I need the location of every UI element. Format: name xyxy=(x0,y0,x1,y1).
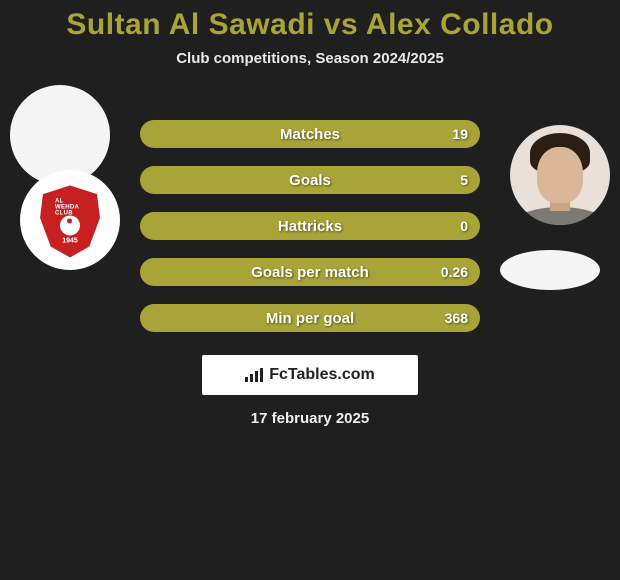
stat-label: Goals xyxy=(289,172,331,189)
stat-value-right: 0.26 xyxy=(441,264,468,280)
brand-text: FcTables.com xyxy=(269,366,375,384)
bar-chart-icon xyxy=(245,368,263,382)
brand-badge[interactable]: FcTables.com xyxy=(202,355,418,395)
stat-row-matches: Matches 19 xyxy=(140,120,480,148)
stat-label: Goals per match xyxy=(251,264,369,281)
stat-label: Matches xyxy=(280,126,340,143)
shield-icon: AL WEHDA CLUB 1945 xyxy=(40,185,100,257)
stat-row-min-per-goal: Min per goal 368 xyxy=(140,304,480,332)
player-left-club-badge: AL WEHDA CLUB 1945 xyxy=(20,170,120,270)
player-right-avatar xyxy=(510,125,610,225)
ball-icon xyxy=(60,216,80,236)
stat-value-right: 0 xyxy=(460,218,468,234)
stat-row-goals-per-match: Goals per match 0.26 xyxy=(140,258,480,286)
stat-value-right: 368 xyxy=(445,310,468,326)
stat-value-right: 19 xyxy=(452,126,468,142)
stats-list: Matches 19 Goals 5 Hattricks 0 Goals per… xyxy=(140,120,480,332)
badge-year: 1945 xyxy=(62,237,78,244)
badge-club-name: AL WEHDA CLUB xyxy=(55,198,85,216)
stat-value-right: 5 xyxy=(460,172,468,188)
stat-row-hattricks: Hattricks 0 xyxy=(140,212,480,240)
player-right-ellipse xyxy=(500,250,600,290)
page-subtitle: Club competitions, Season 2024/2025 xyxy=(0,50,620,67)
page-title: Sultan Al Sawadi vs Alex Collado xyxy=(0,0,620,42)
stat-label: Hattricks xyxy=(278,218,342,235)
stat-row-goals: Goals 5 xyxy=(140,166,480,194)
stat-label: Min per goal xyxy=(266,310,354,327)
footer-date: 17 february 2025 xyxy=(251,410,369,427)
